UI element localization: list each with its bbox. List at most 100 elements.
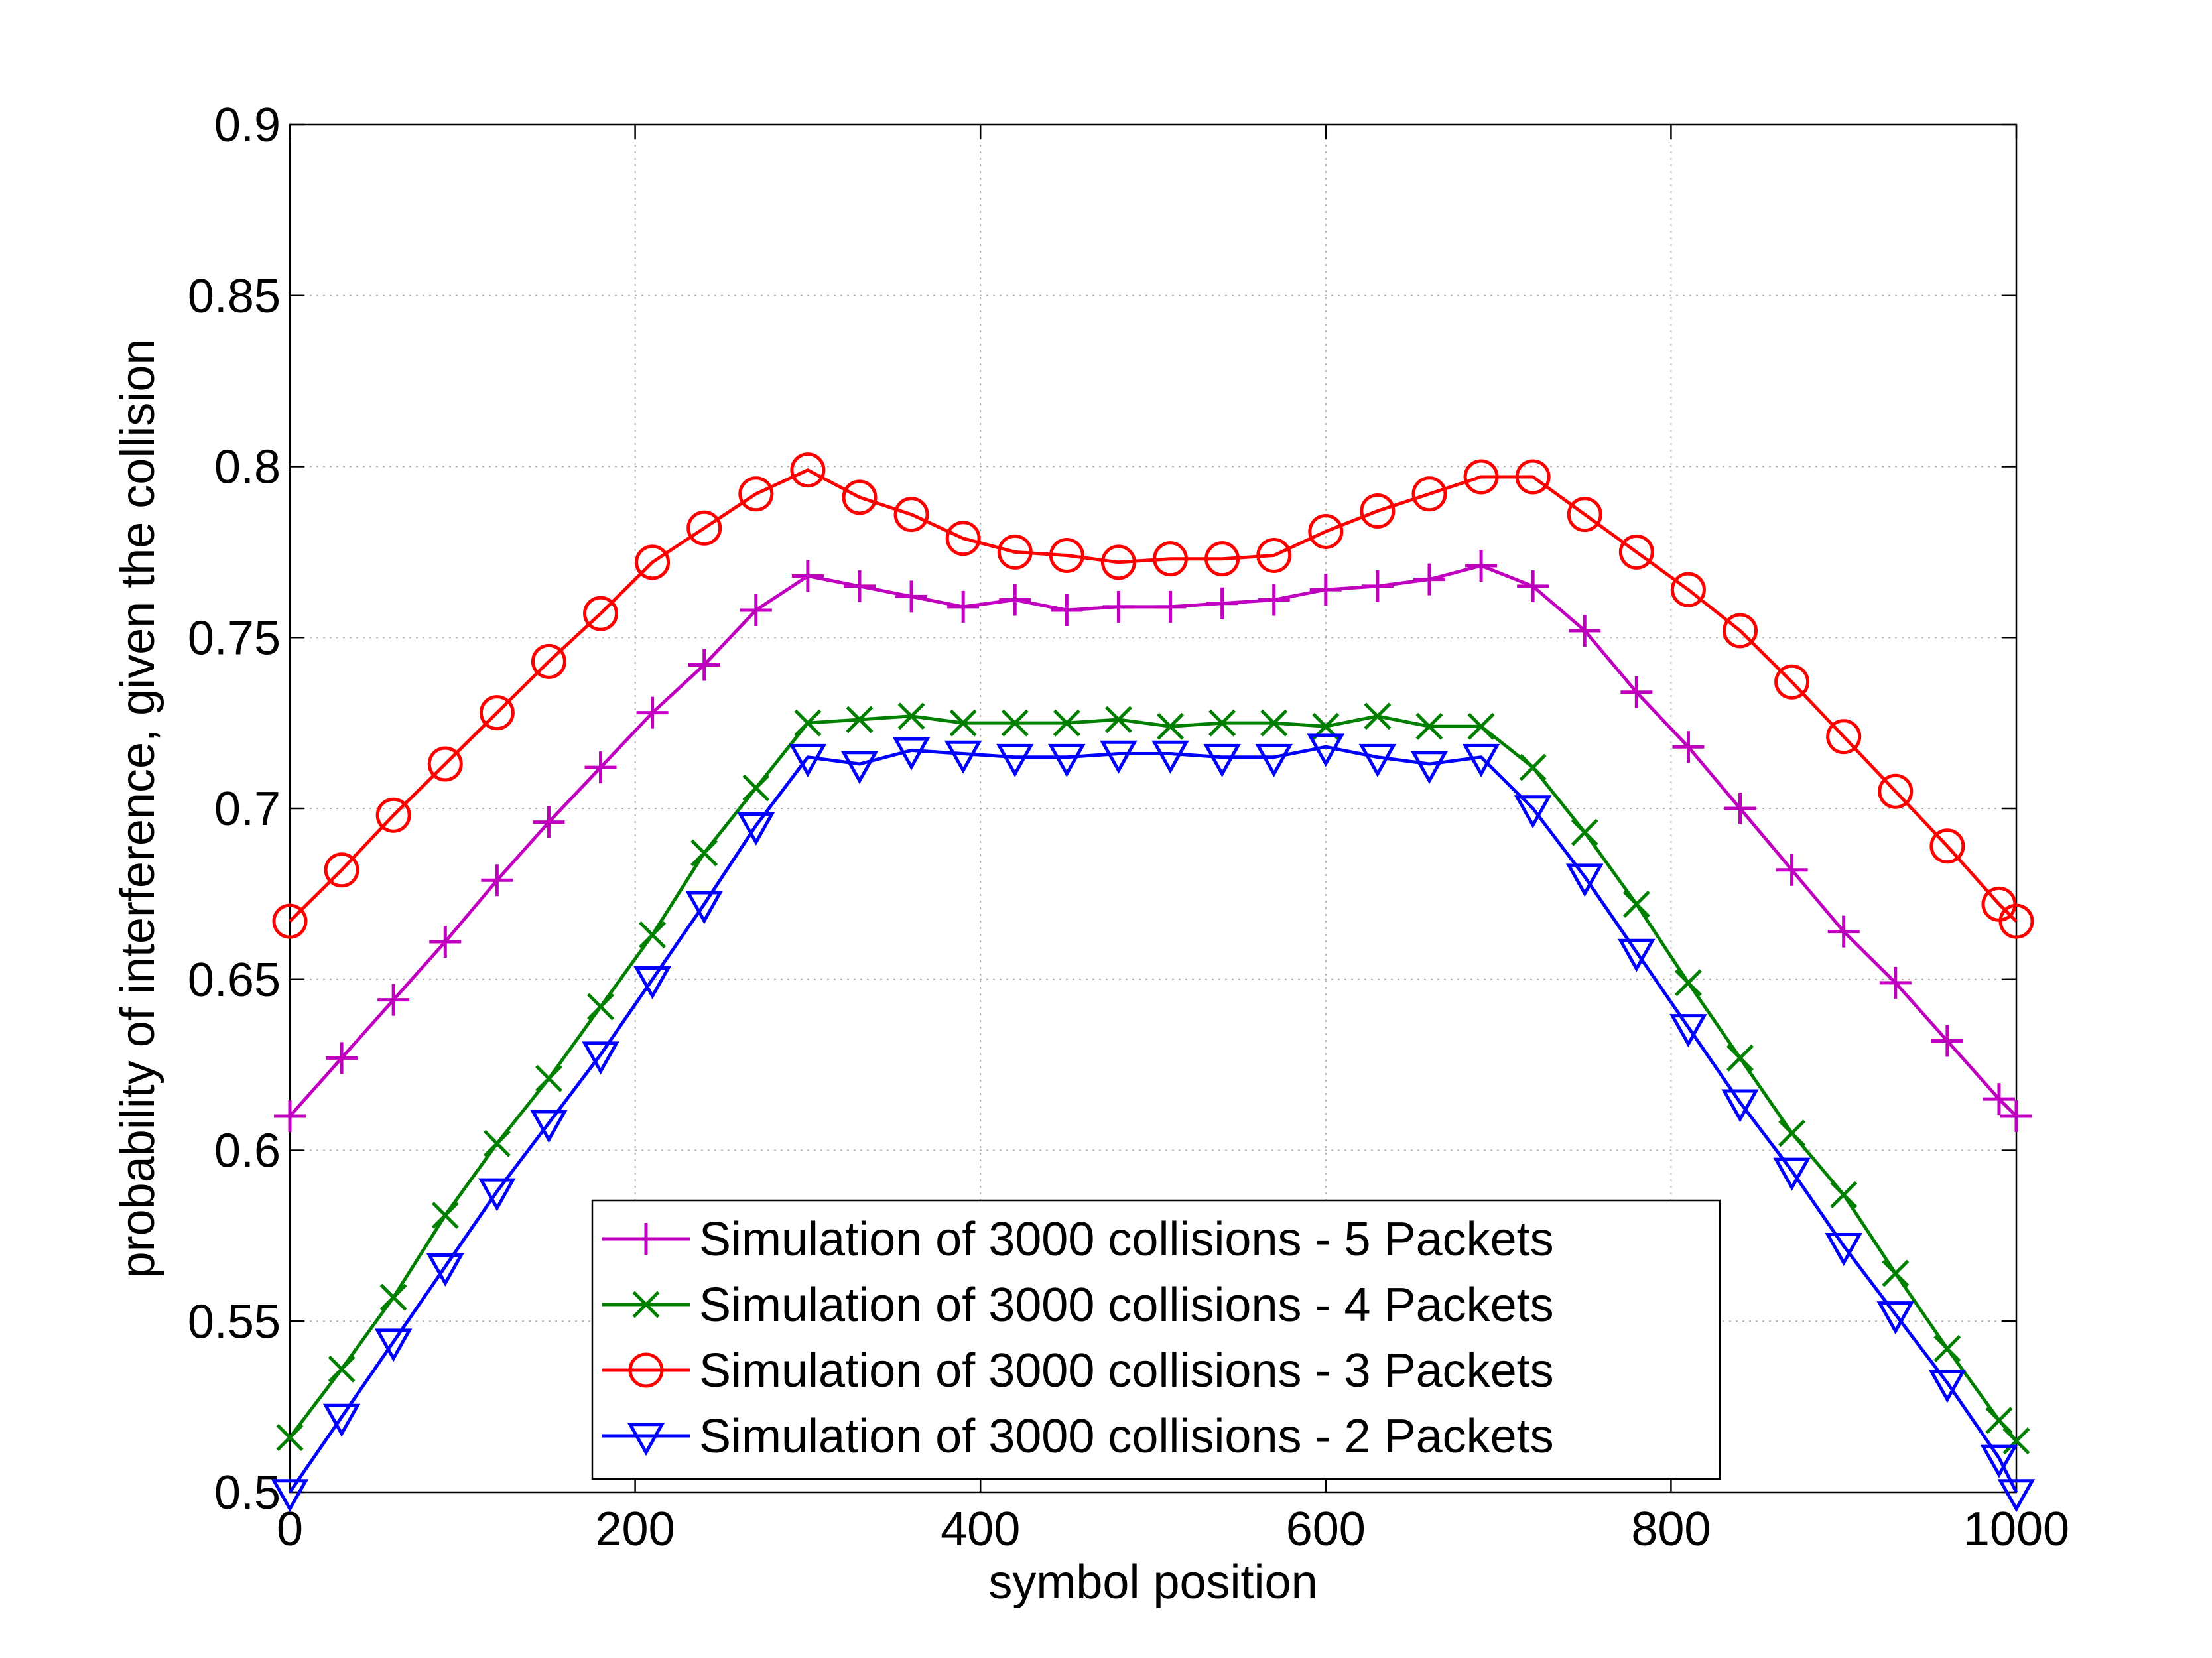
data-point: [1726, 1044, 1754, 1072]
data-point: [1567, 497, 1602, 533]
data-point: [375, 797, 411, 833]
legend-item: Simulation of 3000 collisions - 2 Packet…: [602, 1410, 1554, 1463]
y-axis-title: probability of interference, given the c…: [111, 339, 164, 1279]
data-point: [685, 891, 724, 925]
data-point: [1364, 702, 1392, 730]
data-point: [686, 510, 722, 546]
data-point: [1674, 969, 1702, 997]
data-point: [587, 993, 615, 1021]
data-point: [945, 521, 981, 556]
data-point: [897, 702, 925, 730]
data-point: [1154, 590, 1187, 623]
data-point: [1053, 709, 1080, 737]
data-point: [1413, 563, 1445, 596]
data-point: [794, 709, 822, 737]
series-3: [272, 452, 2034, 939]
data-point: [379, 1283, 407, 1311]
data-point: [1778, 1119, 1806, 1147]
series-2: [276, 702, 2030, 1455]
data-point: [842, 479, 878, 515]
data-point: [1569, 614, 1601, 647]
data-point: [1358, 743, 1397, 777]
data-point: [1879, 966, 1912, 999]
data-point: [1882, 1259, 1910, 1287]
data-point: [1361, 570, 1394, 602]
legend-marker: [632, 1291, 660, 1318]
data-point: [1256, 538, 1292, 574]
data-point: [271, 1479, 309, 1513]
data-point: [1776, 854, 1808, 886]
data-point: [1049, 538, 1084, 574]
data-point: [1410, 751, 1449, 785]
data-point: [582, 1041, 619, 1075]
data-point: [1309, 574, 1342, 606]
y-tick-label: 0.85: [188, 270, 281, 323]
data-point: [843, 570, 876, 602]
data-point: [892, 737, 931, 771]
data-point: [1467, 712, 1495, 740]
data-point: [1360, 493, 1396, 529]
data-point: [1260, 709, 1288, 737]
data-point: [583, 596, 619, 631]
data-point: [1415, 712, 1443, 740]
data-point: [1514, 795, 1552, 829]
data-point: [324, 852, 359, 888]
data-point: [1933, 1335, 1961, 1362]
series-1: [274, 549, 2032, 1132]
data-point: [740, 594, 772, 627]
x-tick-label: 800: [1631, 1503, 1711, 1556]
data-point: [1721, 1089, 1759, 1123]
data-point: [1618, 938, 1656, 972]
data-point: [1620, 676, 1653, 708]
data-point: [1465, 549, 1498, 582]
data-point: [1206, 587, 1238, 619]
data-point: [1826, 719, 1862, 755]
legend-marker: [628, 1352, 664, 1388]
x-axis-title: symbol position: [988, 1556, 1317, 1609]
data-point: [533, 806, 565, 838]
data-point: [1255, 743, 1293, 777]
data-point: [738, 476, 774, 512]
data-point: [1157, 712, 1185, 740]
data-point: [635, 544, 671, 580]
y-tick-label: 0.5: [214, 1466, 281, 1519]
data-point: [1571, 818, 1598, 846]
data-point: [2002, 1427, 2030, 1455]
x-tick-label: 400: [941, 1503, 1020, 1556]
data-point: [1517, 570, 1549, 602]
data-point: [1983, 1083, 2015, 1116]
data-point: [1100, 740, 1138, 774]
data-point: [997, 534, 1033, 570]
data-point: [840, 751, 879, 785]
y-tick-label: 0.8: [214, 441, 281, 494]
data-point: [688, 649, 720, 681]
y-tick-label: 0.75: [188, 611, 281, 665]
data-point: [377, 984, 410, 1016]
data-point: [895, 580, 928, 613]
data-point: [322, 1403, 361, 1437]
legend-marker: [630, 1223, 662, 1255]
data-point: [636, 696, 669, 729]
data-point: [1258, 584, 1290, 616]
data-point: [1931, 1025, 1963, 1057]
data-point: [789, 743, 827, 777]
data-point: [1773, 1157, 1811, 1191]
data-point: [1565, 863, 1604, 897]
data-point: [690, 839, 718, 867]
data-point: [1672, 731, 1705, 763]
data-point: [846, 706, 874, 733]
data-point: [272, 903, 308, 939]
data-point: [276, 1424, 304, 1452]
data-point: [1618, 534, 1654, 570]
data-point: [535, 1064, 562, 1092]
data-point: [1102, 590, 1135, 623]
data-point: [1876, 1301, 1915, 1335]
data-point: [1519, 753, 1547, 781]
data-point: [1203, 743, 1241, 777]
data-point: [326, 1042, 358, 1074]
series-line: [288, 745, 2018, 1494]
legend: Simulation of 3000 collisions - 5 Packet…: [591, 1199, 1721, 1480]
x-tick-label: 200: [596, 1503, 675, 1556]
y-tick-label: 0.65: [188, 954, 281, 1007]
data-point: [1411, 476, 1447, 512]
